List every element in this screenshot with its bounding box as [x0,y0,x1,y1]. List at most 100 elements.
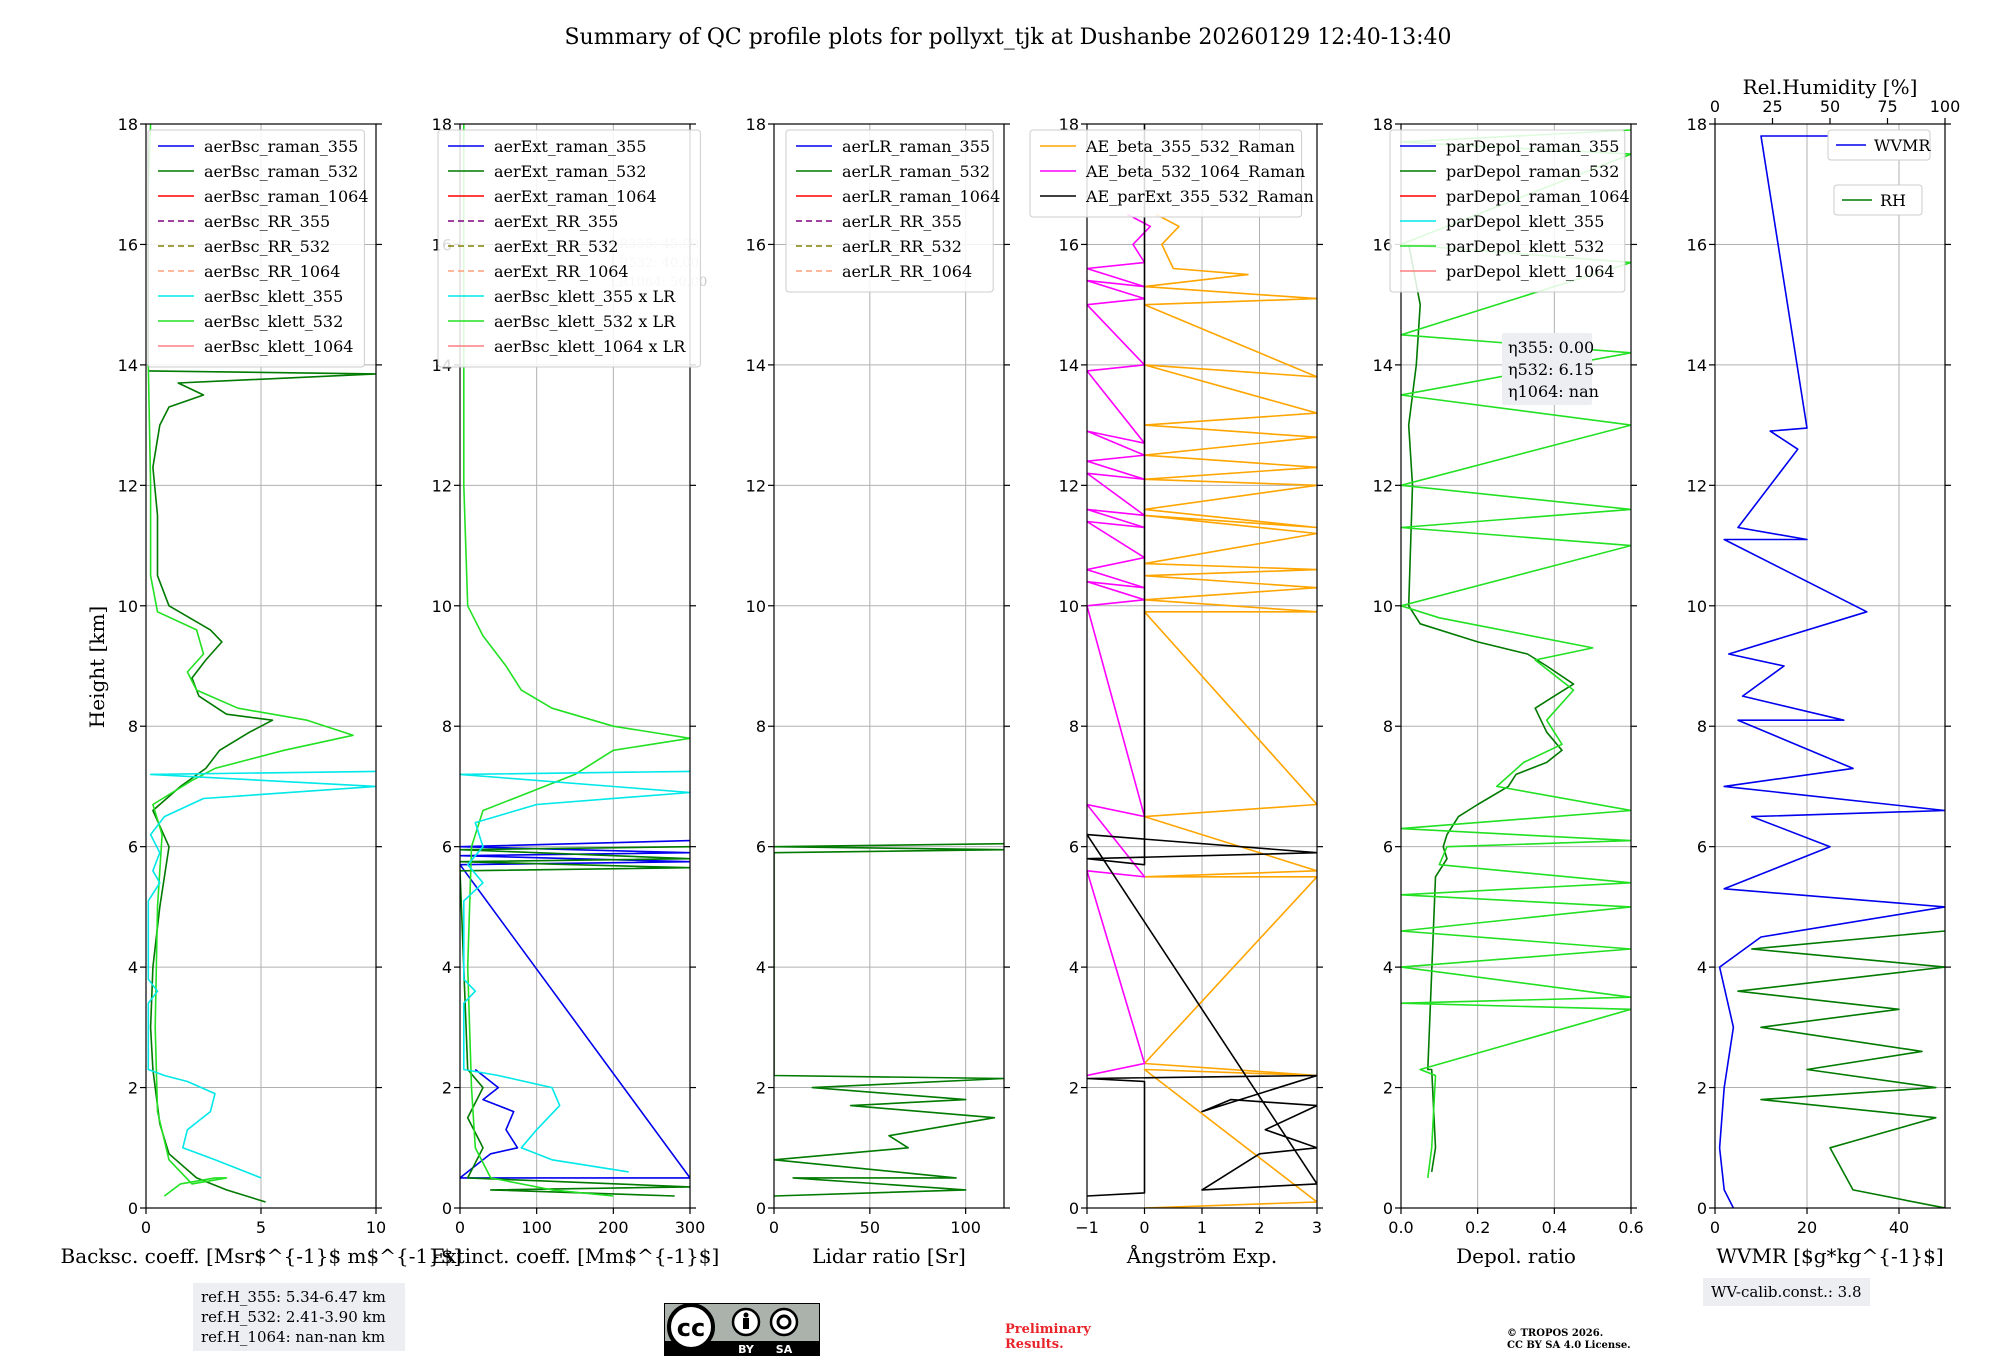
ytick-label-wv: 0 [1697,1199,1707,1218]
legend-label-aerBsc_RR_1064: aerBsc_RR_1064 [204,262,340,281]
legend-label-aerBsc_raman_355: aerBsc_raman_355 [204,137,358,156]
series-aerExt_raman_355 [460,839,690,1179]
ytick-label-lr: 6 [756,838,766,857]
xtick-label-wv: 0 [1710,1218,1720,1237]
ytick-label-depol: 16 [1373,235,1393,254]
xtick-label-ext: 100 [521,1218,552,1237]
legend-label-aerBsc_klett_1064: aerBsc_klett_1064 [204,337,353,356]
ref-h-355: ref.H_355: 5.34-6.47 km [201,1288,386,1306]
panel-lr: 0 2 4 6 8 10 12 14 16 18 0 50 100 Lidar ratio [Sr] aer… [746,115,1010,1268]
series-aerBsc_klett_532 [147,124,354,1197]
xlabel-ext: Extinct. coeff. [Mm$^{-1}$] [431,1244,720,1268]
xtick-label-depol: 0.6 [1618,1218,1643,1237]
legend-label-aerBsc_klett_1064 x LR: aerBsc_klett_1064 x LR [494,337,686,356]
ytick-label-lr: 8 [756,717,766,736]
ytick-label-bsc: 16 [118,235,138,254]
ytick-label-lr: 4 [756,958,766,977]
legend-label-aerBsc_klett_532 x LR: aerBsc_klett_532 x LR [494,312,676,331]
ytick-label-bsc: 0 [128,1199,138,1218]
top-xtick-label-wv: 100 [1930,97,1961,116]
ytick-label-bsc: 10 [118,597,138,616]
ytick-label-wv: 10 [1687,597,1707,616]
ytick-label-wv: 2 [1697,1079,1707,1098]
axes-frame-lr [773,123,1005,1209]
top-xtick-label-wv: 75 [1877,97,1897,116]
eta-text: η532: 6.15 [1508,360,1594,379]
ytick-label-ae: 18 [1059,115,1079,134]
legend-label-parDepol_raman_355: parDepol_raman_355 [1446,137,1619,156]
copyright-line-2: CC BY SA 4.0 License. [1507,1340,1631,1351]
ytick-label-ext: 2 [442,1079,452,1098]
copyright-note: © TROPOS 2026. CC BY SA 4.0 License. [1507,1328,1631,1352]
panel-bsc: 0 2 4 6 8 10 12 14 16 18 0 5 10 Backsc. coeff. [Msr$^… [61,115,462,1268]
legend-label-aerExt_RR_355: aerExt_RR_355 [494,212,618,231]
legend-label-aerBsc_klett_355: aerBsc_klett_355 [204,287,343,306]
legend-label-parDepol_raman_532: parDepol_raman_532 [1446,162,1619,181]
legend-label-RH: RH [1880,191,1906,210]
legend-label-aerLR_raman_355: aerLR_raman_355 [842,137,990,156]
series-AE_beta_355_532_Raman [1143,213,1317,1208]
legend-label-aerBsc_klett_532: aerBsc_klett_532 [204,312,343,331]
xtick-label-ext: 200 [598,1218,629,1237]
top-xtick-label-wv: 0 [1710,97,1720,116]
ytick-label-bsc: 2 [128,1079,138,1098]
legend-label-WVMR: WVMR [1874,136,1931,155]
ytick-label-ext: 12 [432,476,452,495]
top-xlabel-wv: Rel.Humidity [%] [1743,75,1918,99]
ytick-label-wv: 12 [1687,476,1707,495]
ytick-label-lr: 14 [746,356,766,375]
series-aerBsc_klett_355 [147,770,376,1179]
eta-text: η355: 0.00 [1508,338,1594,357]
ytick-label-ae: 6 [1069,838,1079,857]
series-group-ae [1087,124,1317,1208]
legend-label-parDepol_klett_532: parDepol_klett_532 [1446,237,1604,256]
ytick-label-ext: 10 [432,597,452,616]
ytick-label-lr: 18 [746,115,766,134]
figure-title: Summary of QC profile plots for pollyxt_… [564,25,1451,50]
ytick-label-ae: 4 [1069,958,1079,977]
ytick-label-bsc: 8 [128,717,138,736]
series-WVMR [1718,135,1945,1208]
series-aerBsc_raman_532 [148,370,376,1203]
legend-label-parDepol_klett_355: parDepol_klett_355 [1446,212,1604,231]
xtick-label-depol: 0.0 [1388,1218,1413,1237]
xtick-label-wv: 40 [1889,1218,1909,1237]
series-group-lr [774,842,1004,1197]
ytick-label-ext: 0 [442,1199,452,1218]
legend-label-aerBsc_raman_1064: aerBsc_raman_1064 [204,187,369,206]
ytick-label-depol: 0 [1383,1199,1393,1218]
legend-label-AE_beta_355_532_Raman: AE_beta_355_532_Raman [1085,137,1295,156]
legend-box-depol [1389,129,1626,293]
xtick-label-ext: 300 [675,1218,706,1237]
ytick-label-lr: 2 [756,1079,766,1098]
series-group-ext [460,124,690,1197]
legend-label-parDepol_raman_1064: parDepol_raman_1064 [1446,187,1630,206]
top-xtick-label-wv: 50 [1820,97,1840,116]
ytick-label-lr: 12 [746,476,766,495]
reference-height-box: ref.H_355: 5.34-6.47 km ref.H_532: 2.41-… [193,1283,405,1351]
preliminary-line-2: Results. [1005,1337,1064,1352]
xtick-label-lr: 50 [860,1218,880,1237]
axes-frame-depol [1400,123,1632,1209]
axes-frame-wv [1714,123,1946,1209]
xtick-label-lr: 0 [769,1218,779,1237]
series-aerBsc_klett_355 x LR [460,770,690,1173]
ytick-label-depol: 18 [1373,115,1393,134]
xtick-label-bsc: 5 [256,1218,266,1237]
ytick-label-ext: 6 [442,838,452,857]
copyright-line-1: © TROPOS 2026. [1507,1328,1604,1339]
legend-label-aerLR_raman_532: aerLR_raman_532 [842,162,990,181]
ytick-label-wv: 16 [1687,235,1707,254]
ytick-label-ae: 10 [1059,597,1079,616]
xtick-label-ext: 0 [455,1218,465,1237]
series-group-wv [1718,135,1945,1208]
sa-icon [769,1307,799,1337]
ytick-label-bsc: 18 [118,115,138,134]
ytick-label-bsc: 4 [128,958,138,977]
legend-label-AE_parExt_355_532_Raman: AE_parExt_355_532_Raman [1085,187,1314,206]
xtick-label-bsc: 0 [141,1218,151,1237]
ytick-label-ae: 14 [1059,356,1079,375]
xlabel-wv: WVMR [$g*kg^{-1}$] [1716,1244,1943,1268]
